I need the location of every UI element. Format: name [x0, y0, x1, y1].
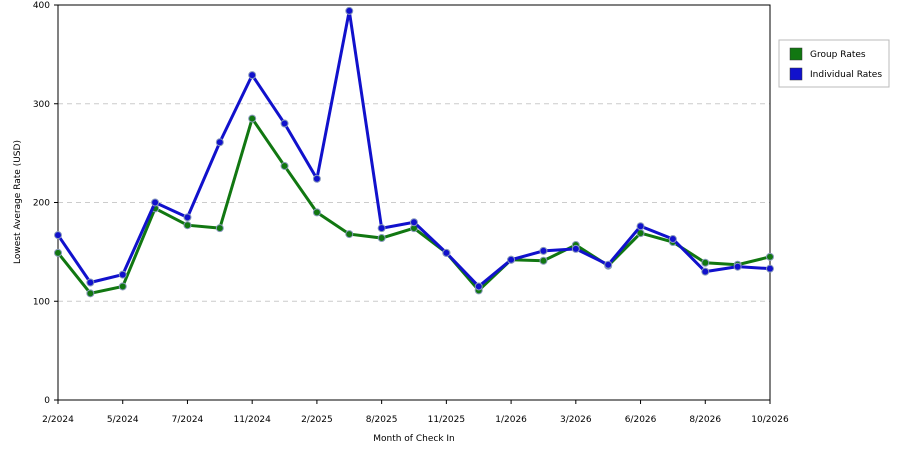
point	[248, 114, 257, 123]
point	[151, 198, 160, 207]
y-tick-label: 200	[33, 199, 50, 209]
x-tick-label: 1/2026	[495, 415, 527, 425]
point	[183, 213, 192, 222]
point	[312, 174, 321, 183]
x-tick-label: 5/2024	[107, 415, 139, 425]
y-tick-label: 400	[33, 1, 50, 11]
y-tick-label: 300	[33, 100, 50, 110]
point	[377, 224, 386, 233]
x-axis-label: Month of Check In	[373, 434, 455, 444]
x-tick-label: 8/2026	[689, 415, 721, 425]
point	[701, 258, 710, 267]
x-tick-label: 8/2025	[366, 415, 398, 425]
point	[54, 248, 62, 257]
point	[766, 252, 774, 261]
point	[474, 282, 483, 291]
legend-label: Individual Rates	[810, 70, 882, 80]
plot-frame	[57, 4, 771, 401]
point	[215, 138, 224, 147]
legend-swatch	[789, 47, 803, 61]
y-tick-label: 100	[33, 297, 50, 307]
point	[604, 260, 613, 269]
x-tick-label: 3/2026	[560, 415, 592, 425]
point	[377, 234, 386, 243]
x-tick-label: 11/2024	[233, 415, 271, 425]
point	[183, 221, 192, 230]
y-axis-label: Lowest Average Rate (USD)	[13, 140, 23, 264]
point	[86, 289, 95, 298]
point	[668, 235, 677, 244]
point	[54, 231, 62, 240]
point	[118, 282, 127, 291]
point	[86, 278, 95, 287]
point	[345, 230, 354, 239]
point	[312, 208, 321, 217]
point	[345, 6, 354, 15]
point	[539, 246, 548, 255]
point	[636, 222, 645, 231]
series-line	[56, 10, 771, 289]
y-tick-label: 0	[44, 396, 50, 406]
point	[410, 218, 418, 227]
point	[248, 71, 257, 80]
x-tick-label: 6/2026	[625, 415, 657, 425]
point	[215, 224, 224, 233]
point	[280, 119, 289, 128]
point	[733, 262, 742, 271]
x-tick-label: 7/2024	[172, 415, 204, 425]
x-tick-label: 10/2026	[751, 415, 789, 425]
x-tick-label: 11/2025	[428, 415, 465, 425]
x-tick-label: 2/2025	[301, 415, 333, 425]
point	[701, 267, 710, 276]
point	[507, 255, 516, 264]
point	[280, 161, 289, 170]
x-tick-label: 2/2024	[42, 415, 74, 425]
point	[442, 248, 451, 257]
legend-label: Group Rates	[810, 50, 866, 60]
point	[571, 244, 580, 253]
legend-swatch	[789, 67, 803, 81]
point	[539, 256, 548, 265]
point	[766, 264, 774, 273]
point	[118, 270, 127, 279]
